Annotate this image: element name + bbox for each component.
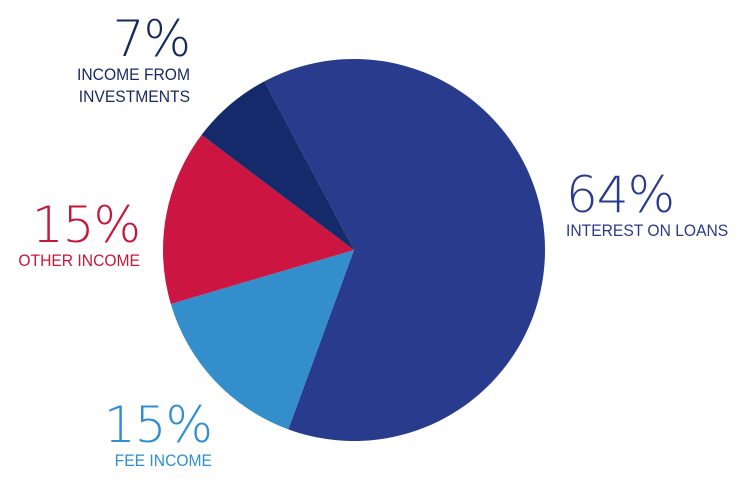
name-income-from-investments-line1: INCOME FROM xyxy=(77,65,190,84)
pie-slice-interest-on-loans xyxy=(264,59,545,442)
label-other-income: 15% OTHER INCOME xyxy=(0,196,141,272)
name-interest-on-loans: INTEREST ON LOANS xyxy=(566,221,729,240)
name-other-income: OTHER INCOME xyxy=(18,251,140,270)
label-fee-income: 15% FEE INCOME xyxy=(100,396,213,472)
pct-interest-on-loans: 64% xyxy=(566,166,675,224)
pie-slice-income-from-investments xyxy=(201,81,354,250)
name-income-from-investments-line2: INVESTMENTS xyxy=(78,87,190,106)
pct-income-from-investments: 7% xyxy=(112,10,191,68)
pct-other-income: 15% xyxy=(31,196,141,254)
name-fee-income: FEE INCOME xyxy=(114,451,212,470)
pie-slice-other-income xyxy=(163,134,354,304)
label-interest-on-loans: 64% INTEREST ON LOANS xyxy=(566,170,739,242)
pie-slice-fee-income xyxy=(170,250,354,430)
label-income-from-investments: 7% INCOME FROM INVESTMENTS xyxy=(40,10,191,108)
pct-fee-income: 15% xyxy=(103,396,213,454)
